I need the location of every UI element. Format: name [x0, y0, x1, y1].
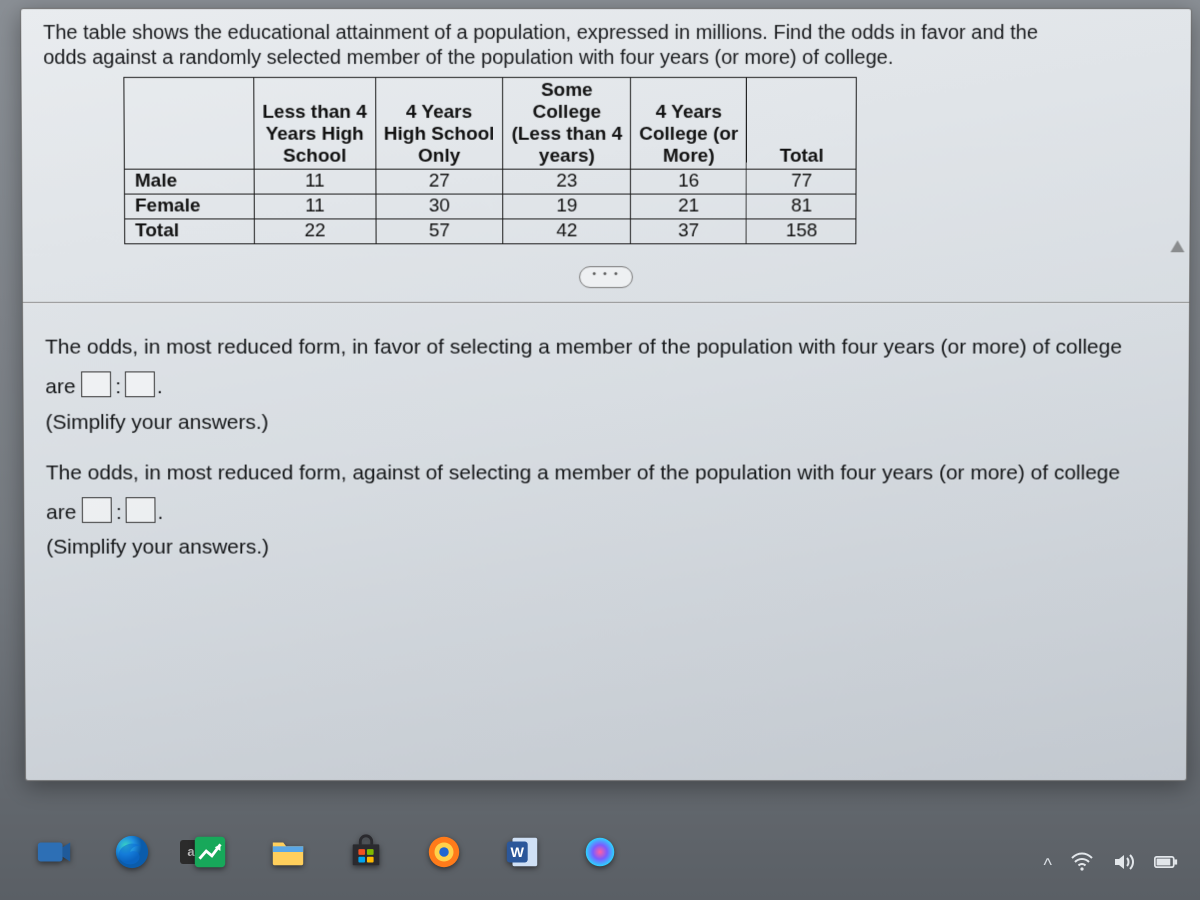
favor-input-b[interactable]	[125, 371, 155, 397]
question-line-2: odds against a randomly selected member …	[43, 47, 893, 69]
col-less-than-4: Less than 4Years HighSchool	[254, 77, 376, 169]
cell: 27	[375, 170, 503, 195]
tray-overflow-caret[interactable]: ^	[1044, 855, 1052, 876]
scroll-up-arrow[interactable]	[1170, 240, 1184, 252]
odds-colon-2: :	[112, 496, 126, 529]
against-input-a[interactable]	[82, 497, 112, 523]
col-4yrs-college: 4 YearsCollege (orMore)	[631, 77, 747, 169]
word-icon[interactable]: W	[502, 832, 542, 872]
table-row: Female 11 30 19 21 81	[124, 194, 856, 219]
cell: 81	[747, 194, 857, 219]
system-tray: ^	[1044, 850, 1178, 880]
row-header-blank	[124, 77, 254, 169]
file-explorer-icon[interactable]	[268, 832, 308, 872]
odds-colon: :	[111, 370, 125, 403]
camera-icon[interactable]	[34, 832, 74, 872]
col-some-college: SomeCollege(Less than 4years)	[503, 77, 631, 169]
battery-icon[interactable]	[1154, 850, 1178, 880]
row-label-male: Male	[124, 170, 254, 195]
are-label-2: are	[46, 501, 76, 524]
cell: 21	[631, 194, 747, 219]
period: .	[155, 370, 163, 403]
cell: 11	[254, 194, 375, 219]
table-row: Male 11 27 23 16 77	[124, 170, 856, 195]
cell: 23	[503, 170, 631, 195]
edge-icon[interactable]	[112, 832, 152, 872]
simplify-hint-2: (Simplify your answers.)	[46, 531, 1166, 564]
microsoft-store-icon[interactable]	[346, 832, 386, 872]
col-total: Total	[747, 77, 857, 169]
cell: 57	[376, 219, 504, 244]
svg-text:W: W	[511, 845, 525, 861]
taskbar: W	[34, 822, 620, 882]
row-label-female: Female	[124, 194, 254, 219]
stocks-icon[interactable]	[190, 832, 230, 872]
favor-input-a[interactable]	[81, 371, 111, 397]
cell: 77	[747, 170, 857, 195]
are-label: are	[45, 375, 75, 398]
against-prompt: The odds, in most reduced form, against …	[46, 457, 1166, 490]
period-2: .	[155, 496, 163, 529]
photos-icon[interactable]	[580, 832, 620, 872]
cell: 37	[631, 219, 747, 244]
cell: 11	[254, 170, 375, 195]
browser-icon[interactable]	[424, 832, 464, 872]
cell: 42	[503, 219, 631, 244]
cell: 16	[631, 170, 747, 195]
favor-prompt: The odds, in most reduced form, in favor…	[45, 331, 1167, 364]
col-4yrs-hs: 4 YearsHigh SchoolOnly	[375, 77, 503, 169]
cell: 22	[254, 219, 375, 244]
question-line-1: The table shows the educational attainme…	[43, 22, 1038, 44]
attainment-table: Less than 4Years HighSchool 4 YearsHigh …	[123, 77, 857, 245]
simplify-hint-1: (Simplify your answers.)	[45, 406, 1166, 439]
row-label-total: Total	[125, 219, 255, 244]
expand-pill-button[interactable]	[579, 267, 633, 289]
cell: 30	[376, 194, 504, 219]
cell: 19	[503, 194, 631, 219]
table-row: Total 22 57 42 37 158	[125, 219, 857, 244]
against-input-b[interactable]	[126, 497, 156, 523]
cell: 158	[747, 219, 857, 244]
question-text: The table shows the educational attainme…	[43, 21, 1169, 71]
sound-icon[interactable]	[1112, 850, 1136, 880]
wifi-icon[interactable]	[1070, 850, 1094, 880]
separator	[23, 302, 1189, 303]
